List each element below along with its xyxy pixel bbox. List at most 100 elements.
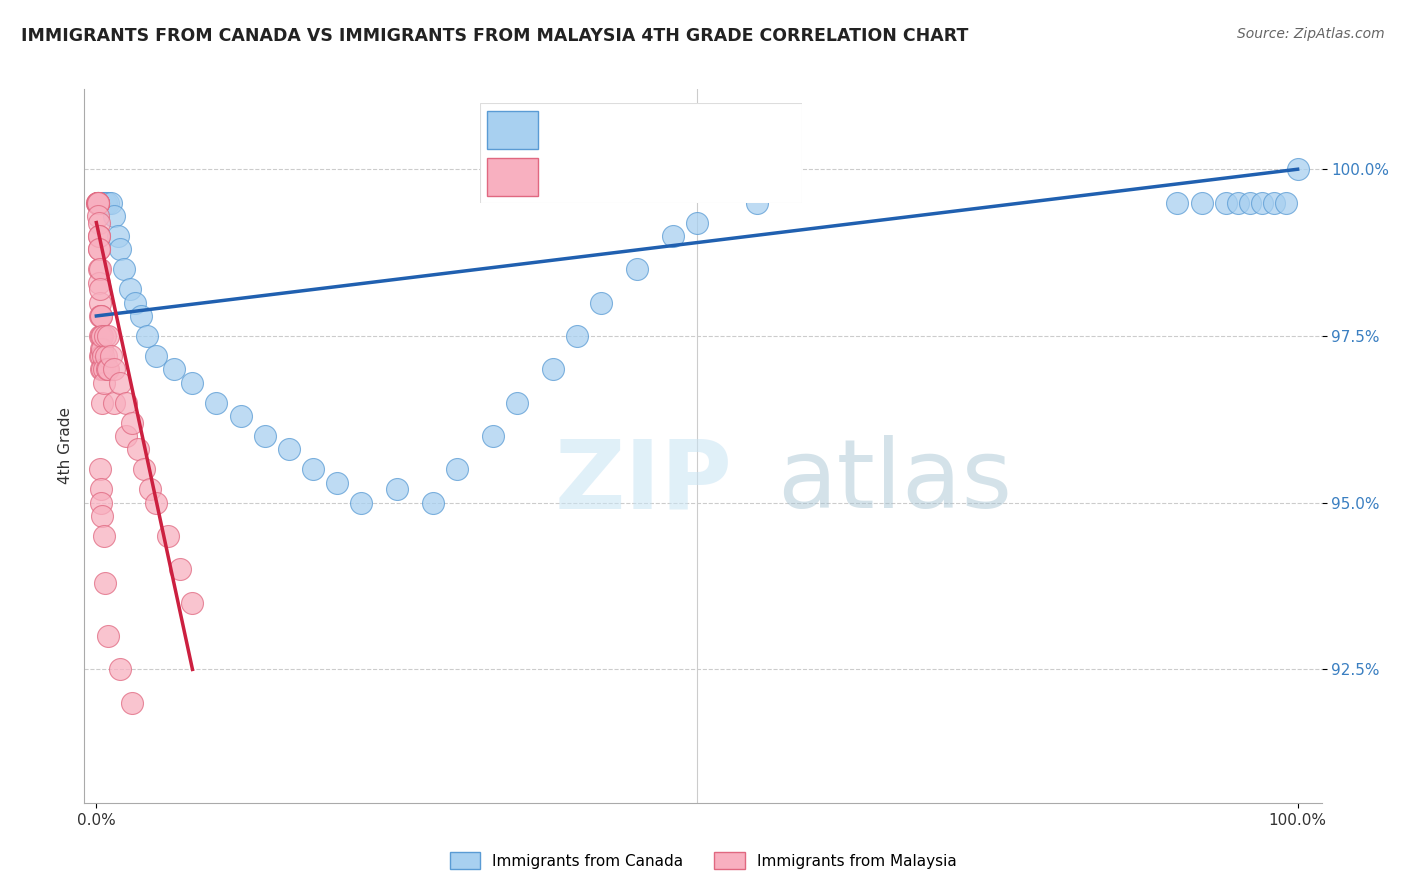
Point: [157, 529, 180, 543]
Point: [96, 362, 118, 376]
Point: [89, 242, 111, 256]
Point: [481, 429, 503, 443]
Point: [87, 228, 110, 243]
Point: [100, 349, 122, 363]
Point: [565, 329, 588, 343]
Point: [91, 362, 114, 376]
Point: [90, 343, 112, 357]
Point: [89, 309, 111, 323]
Point: [1239, 195, 1261, 210]
Point: [90, 343, 112, 357]
Point: [277, 442, 299, 457]
Point: [97, 329, 120, 343]
Point: [253, 429, 276, 443]
Point: [86, 195, 108, 210]
Point: [100, 195, 122, 210]
Point: [89, 282, 111, 296]
Point: [205, 395, 228, 409]
Point: [163, 362, 186, 376]
Point: [110, 376, 132, 390]
Point: [115, 429, 138, 443]
Point: [118, 282, 141, 296]
Y-axis label: 4th Grade: 4th Grade: [58, 408, 73, 484]
Point: [86, 195, 108, 210]
Point: [112, 262, 135, 277]
Point: [89, 295, 111, 310]
Text: IMMIGRANTS FROM CANADA VS IMMIGRANTS FROM MALAYSIA 4TH GRADE CORRELATION CHART: IMMIGRANTS FROM CANADA VS IMMIGRANTS FRO…: [21, 27, 969, 45]
Text: Source: ZipAtlas.com: Source: ZipAtlas.com: [1237, 27, 1385, 41]
Point: [134, 462, 156, 476]
Point: [115, 395, 138, 409]
Point: [103, 362, 125, 376]
Point: [93, 362, 115, 376]
Point: [90, 329, 112, 343]
Point: [94, 349, 117, 363]
Point: [1166, 195, 1188, 210]
Point: [91, 509, 114, 524]
Point: [103, 209, 125, 223]
Point: [94, 329, 117, 343]
Legend: Immigrants from Canada, Immigrants from Malaysia: Immigrants from Canada, Immigrants from …: [443, 846, 963, 875]
Point: [422, 496, 444, 510]
Point: [90, 309, 112, 323]
Point: [145, 496, 167, 510]
Point: [506, 395, 529, 409]
Point: [110, 242, 132, 256]
Point: [91, 195, 114, 210]
Point: [94, 195, 117, 210]
Point: [1250, 195, 1272, 210]
Point: [1226, 195, 1249, 210]
Point: [97, 362, 120, 376]
Point: [121, 416, 143, 430]
Point: [93, 376, 115, 390]
Point: [90, 483, 112, 497]
Point: [229, 409, 252, 423]
Point: [87, 242, 110, 256]
Point: [385, 483, 408, 497]
Point: [103, 395, 125, 409]
Point: [446, 462, 468, 476]
Point: [94, 195, 117, 210]
Point: [89, 462, 111, 476]
Point: [89, 262, 111, 277]
Text: ZIP: ZIP: [554, 435, 733, 528]
Point: [97, 195, 120, 210]
Point: [139, 483, 162, 497]
Point: [94, 575, 117, 590]
Point: [181, 376, 204, 390]
Point: [87, 195, 110, 210]
Point: [89, 329, 111, 343]
Point: [89, 195, 111, 210]
Point: [626, 262, 648, 277]
Point: [145, 349, 167, 363]
Point: [90, 496, 112, 510]
Point: [93, 529, 115, 543]
Point: [350, 496, 373, 510]
Point: [589, 295, 612, 310]
Point: [86, 195, 108, 210]
Point: [129, 309, 152, 323]
Point: [87, 209, 110, 223]
Point: [107, 228, 129, 243]
Point: [93, 195, 115, 210]
Point: [181, 596, 204, 610]
Point: [89, 349, 111, 363]
Point: [541, 362, 564, 376]
Point: [325, 475, 347, 490]
Point: [91, 395, 114, 409]
Point: [1263, 195, 1285, 210]
Point: [91, 329, 114, 343]
Point: [135, 329, 157, 343]
Point: [90, 349, 112, 363]
Point: [87, 228, 110, 243]
Point: [87, 216, 110, 230]
Point: [121, 696, 143, 710]
Point: [301, 462, 323, 476]
Point: [97, 629, 120, 643]
Point: [87, 195, 110, 210]
Point: [127, 442, 149, 457]
Point: [662, 228, 685, 243]
Point: [1191, 195, 1213, 210]
Point: [110, 662, 132, 676]
Text: atlas: atlas: [778, 435, 1012, 528]
